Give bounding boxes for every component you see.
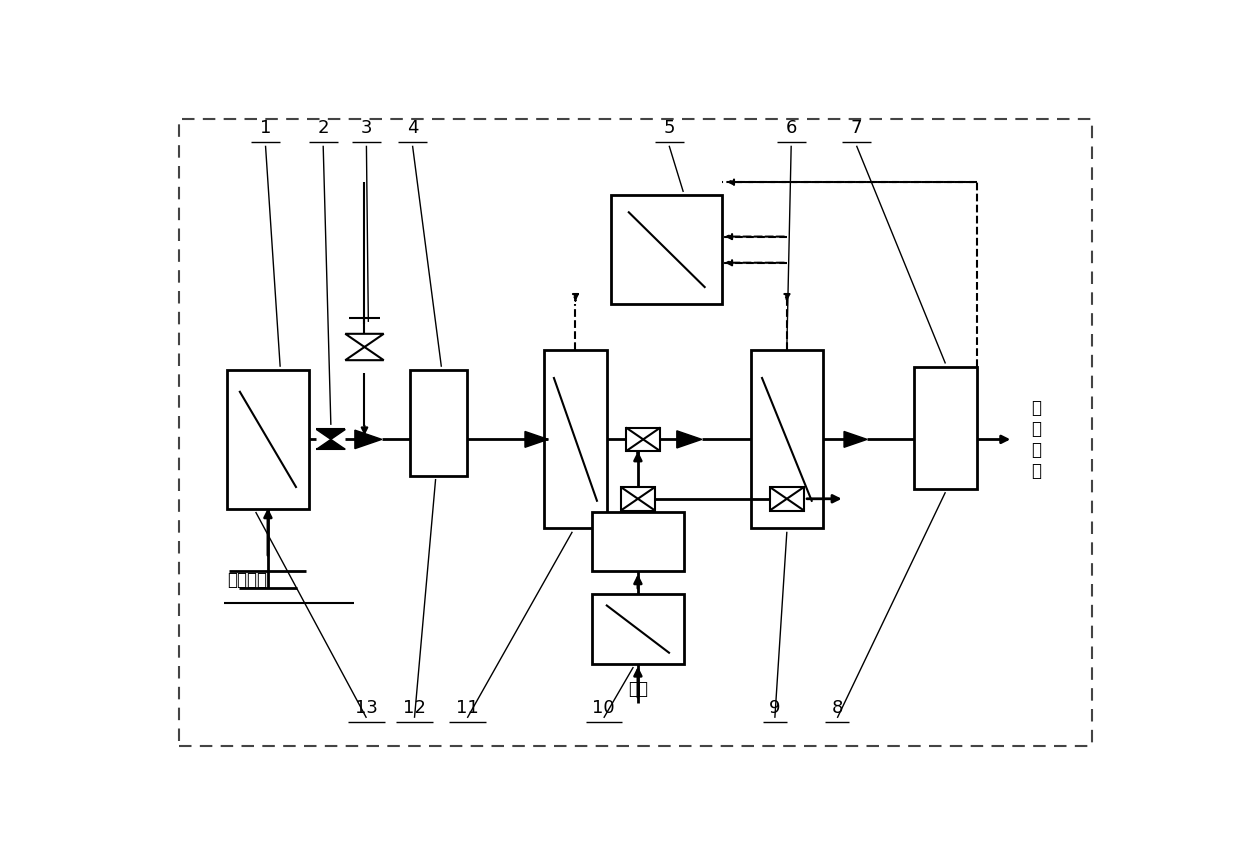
Text: 7: 7 — [851, 119, 862, 137]
Text: 11: 11 — [456, 698, 479, 716]
Polygon shape — [345, 334, 383, 347]
Text: 4: 4 — [407, 119, 418, 137]
Polygon shape — [316, 429, 345, 440]
Polygon shape — [844, 431, 867, 447]
Text: 12: 12 — [403, 698, 425, 716]
FancyBboxPatch shape — [179, 119, 1092, 746]
Polygon shape — [345, 347, 383, 360]
Text: 燃
气
放
散: 燃 气 放 散 — [1032, 399, 1042, 480]
Text: 8: 8 — [832, 698, 843, 716]
Bar — [770, 487, 805, 511]
Text: 9: 9 — [769, 698, 781, 716]
Bar — [593, 512, 683, 572]
Text: 2: 2 — [317, 119, 329, 137]
Bar — [914, 367, 977, 488]
Bar — [626, 428, 661, 452]
Text: 6: 6 — [785, 119, 797, 137]
Text: 燃气管道: 燃气管道 — [227, 572, 267, 590]
Text: 10: 10 — [593, 698, 615, 716]
Bar — [611, 195, 722, 304]
Text: 5: 5 — [663, 119, 675, 137]
Polygon shape — [355, 430, 382, 448]
Text: 1: 1 — [260, 119, 272, 137]
Bar — [751, 351, 823, 529]
Bar — [593, 595, 683, 664]
Bar — [620, 487, 655, 511]
Text: 3: 3 — [361, 119, 372, 137]
Polygon shape — [677, 431, 702, 448]
Text: 13: 13 — [355, 698, 378, 716]
Bar — [227, 370, 309, 509]
Polygon shape — [316, 440, 345, 449]
Polygon shape — [525, 431, 548, 447]
Bar — [409, 370, 467, 476]
Text: 空气: 空气 — [629, 680, 649, 698]
Bar — [544, 351, 606, 529]
